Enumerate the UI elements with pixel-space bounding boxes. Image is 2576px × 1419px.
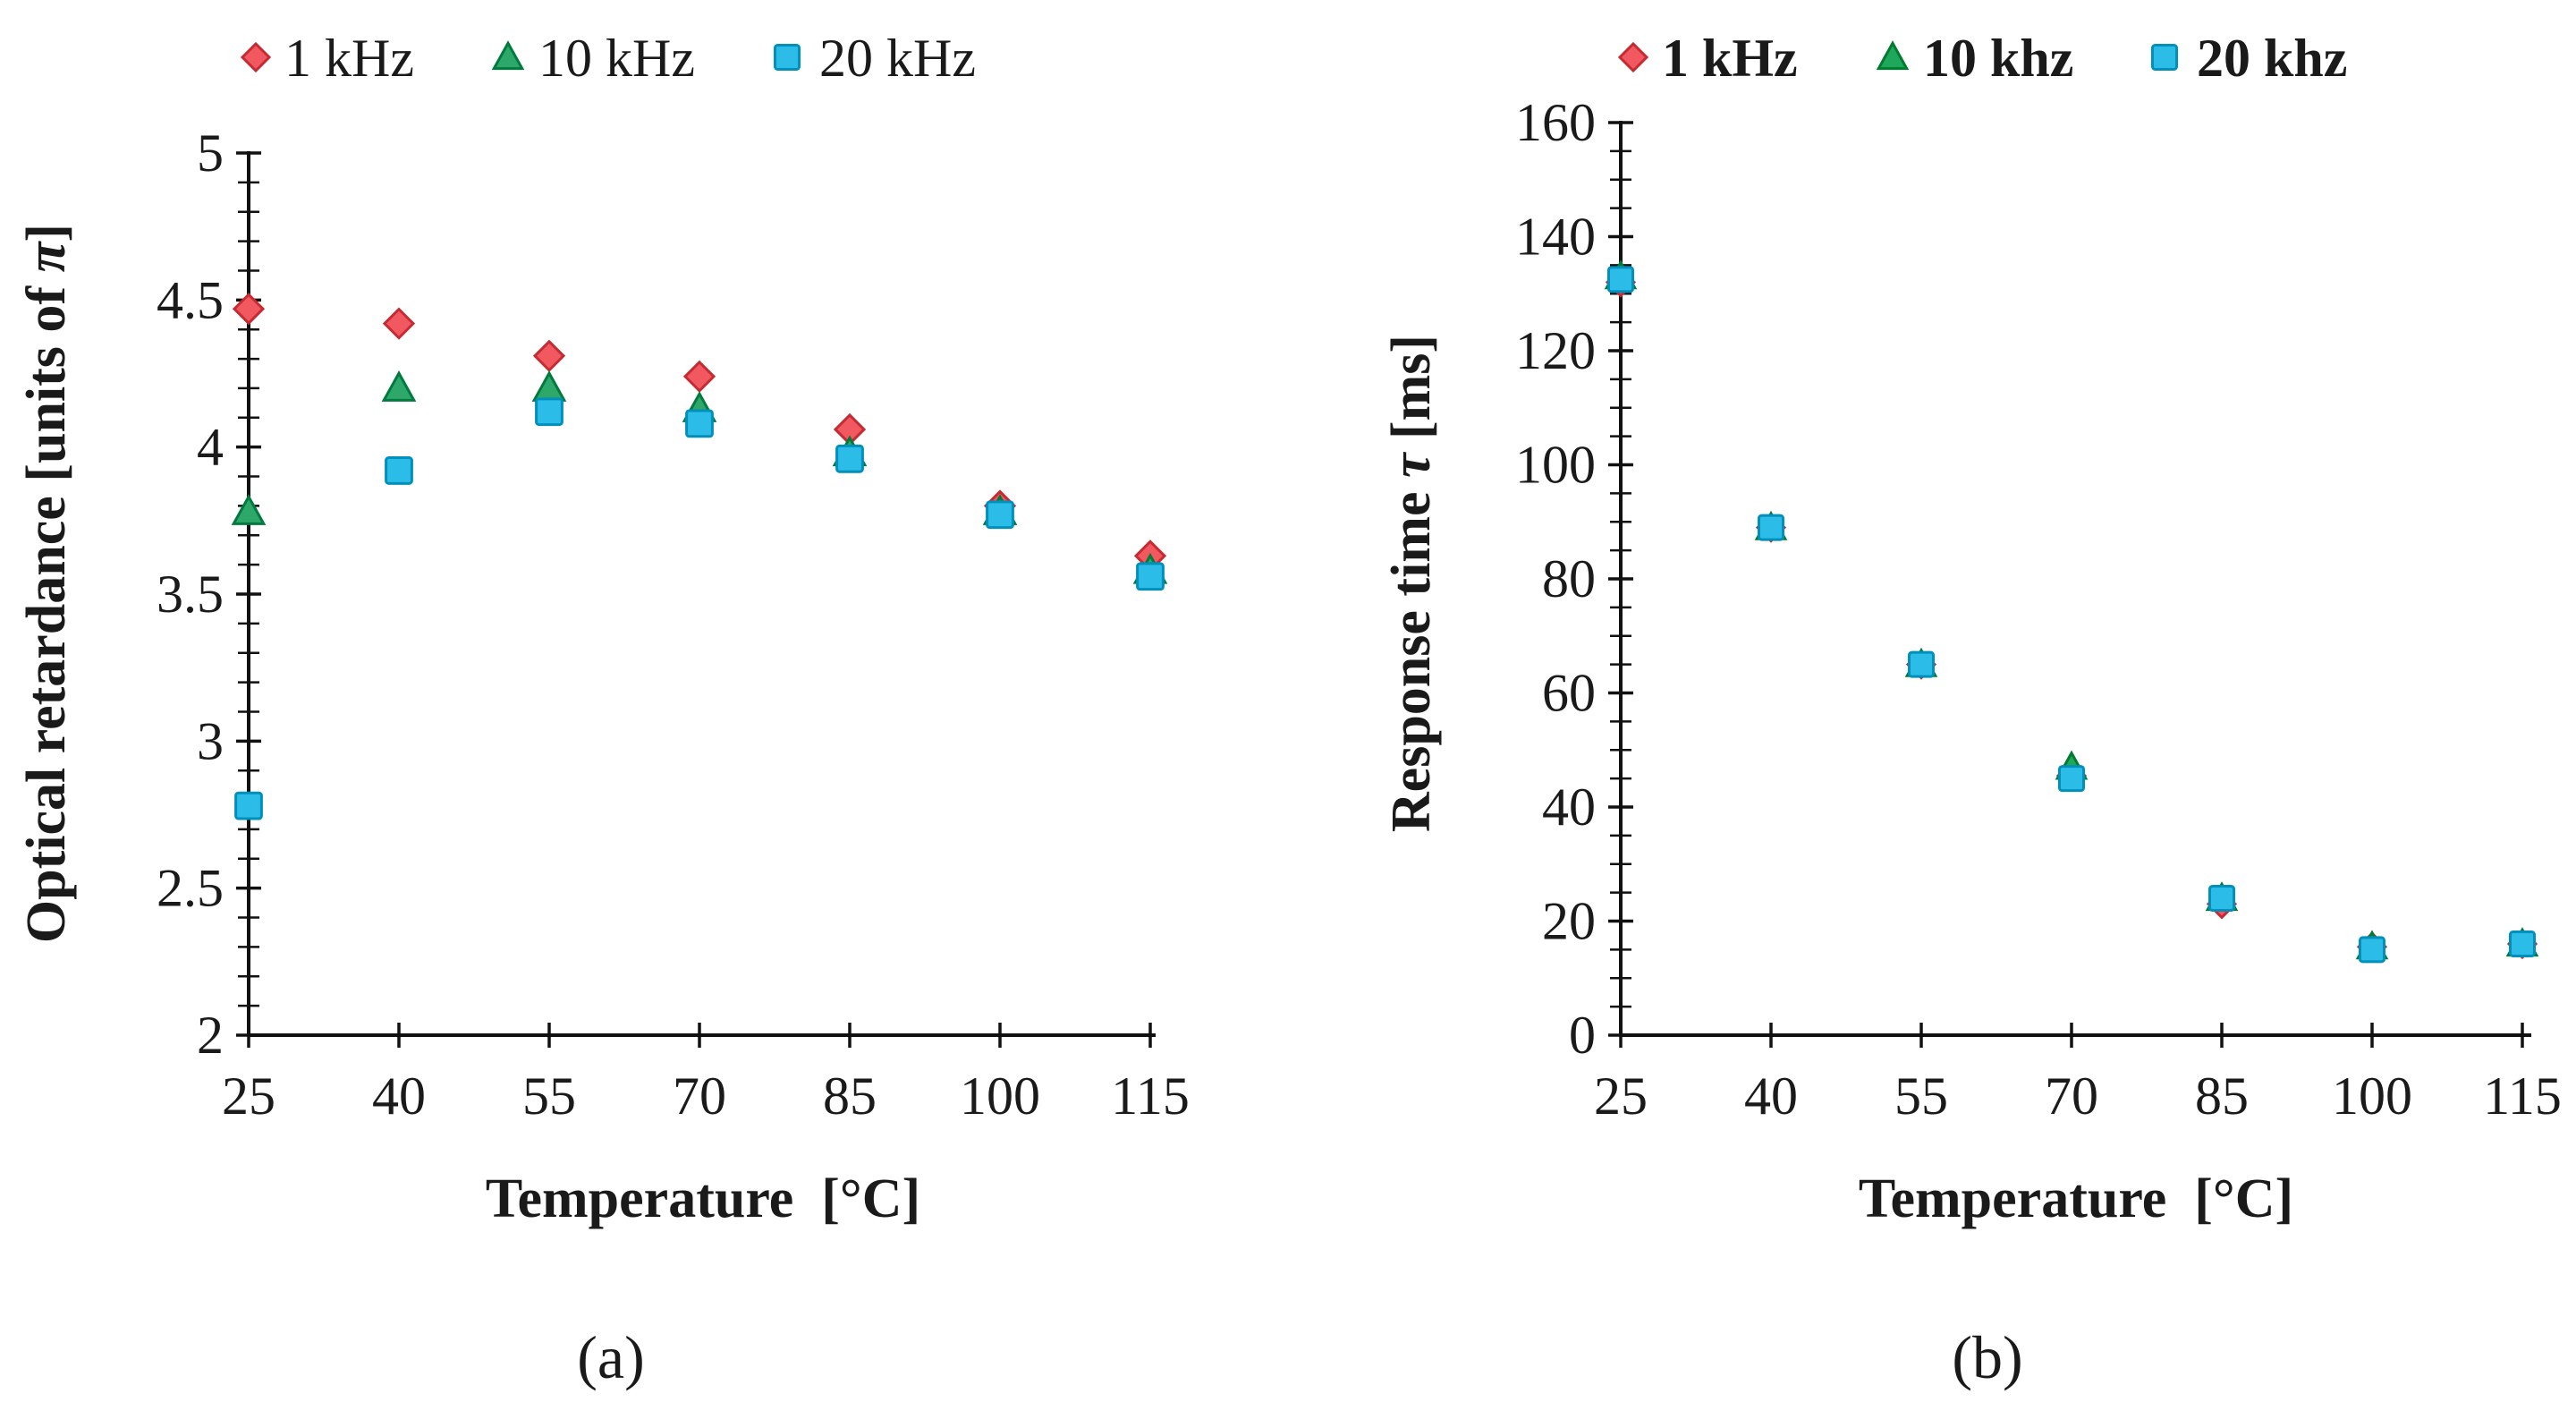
y-tick-label: 3.5 [157, 565, 224, 624]
y-tick-label: 4.5 [157, 270, 224, 329]
x-axis-title: Temperature [°C] [1859, 1168, 2293, 1229]
chart-panel-b: 0 20 40 60 80 100 120 140 160 25 40 55 70 85 100 115 Tem… [1381, 29, 2562, 1391]
data-point-square [1136, 562, 1165, 591]
data-point-square [2509, 930, 2536, 957]
panel-label: (a) [577, 1323, 644, 1391]
data-point-square [685, 409, 714, 438]
legend-label: 20 kHz [819, 29, 976, 88]
x-tick-label: 40 [372, 1066, 426, 1126]
x-tick-label: 25 [1594, 1066, 1648, 1126]
x-tick-label: 100 [960, 1066, 1040, 1126]
y-tick-label: 140 [1515, 208, 1596, 267]
data-point-square [1607, 266, 1634, 293]
data-point-square [385, 456, 413, 485]
data-point-square [535, 397, 564, 427]
data-point-square [1908, 650, 1935, 678]
legend-label: 10 khz [1923, 29, 2073, 88]
x-tick-label: 100 [2332, 1066, 2412, 1126]
x-tick-label: 70 [2045, 1066, 2098, 1126]
legend-label: 1 kHz [284, 29, 414, 88]
y-axis-title: Optical retardance [units of π] [16, 224, 77, 943]
data-point-square [1758, 514, 1784, 541]
data-point-square [234, 791, 263, 820]
y-tick-label: 60 [1542, 664, 1596, 723]
x-tick-label: 85 [2195, 1066, 2249, 1126]
x-tick-label: 115 [2483, 1066, 2562, 1126]
y-axis-title-suffix: [ms] [1381, 335, 1442, 454]
x-axis-title: Temperature [°C] [486, 1168, 920, 1229]
series-1-khz [1605, 267, 2538, 963]
data-point-square [835, 444, 864, 473]
x-tick-label: 55 [522, 1066, 576, 1126]
legend-marker-square [2151, 44, 2178, 71]
data-point-diamond [532, 339, 566, 372]
legend-label: 20 khz [2197, 29, 2347, 88]
y-tick-label: 2.5 [157, 859, 224, 918]
chart-panel-a: 2 2.5 3 3.5 4 4.5 5 25 40 55 70 85 100 115 Temperature… [16, 29, 1190, 1391]
y-tick-label: 40 [1542, 777, 1596, 837]
y-axis-title-symbol: π [16, 240, 77, 272]
data-point-square [2359, 936, 2385, 964]
legend-marker-triangle [1876, 40, 1910, 71]
data-point-square [986, 500, 1014, 530]
legend-marker-triangle [491, 40, 525, 71]
y-axis-title-text: Optical retardance [units of [16, 272, 77, 943]
legend: 1 kHz 10 kHz 20 kHz [240, 29, 976, 88]
y-tick-label: 5 [197, 123, 224, 183]
x-tick-label: 55 [1894, 1066, 1948, 1126]
y-tick-label: 3 [197, 711, 224, 770]
data-point-triangle [531, 370, 567, 402]
legend-marker-square [774, 44, 801, 71]
series-10-khz [231, 370, 1168, 584]
data-point-diamond [232, 293, 266, 326]
y-tick-label: 4 [197, 418, 224, 477]
y-tick-label: 2 [197, 1006, 224, 1065]
x-tick-label: 70 [673, 1066, 726, 1126]
y-tick-label: 80 [1542, 549, 1596, 608]
data-point-triangle [231, 494, 267, 525]
legend-marker-diamond [240, 41, 272, 73]
y-axis-title-symbol: τ [1381, 451, 1442, 478]
y-tick-label: 20 [1542, 892, 1596, 951]
x-tick-label: 85 [823, 1066, 877, 1126]
data-point-diamond [682, 360, 716, 393]
legend-label: 10 kHz [538, 29, 695, 88]
legend: 1 kHz 10 khz 20 khz [1617, 29, 2347, 88]
series-10-khz [1604, 259, 2539, 960]
x-tick-label: 40 [1744, 1066, 1798, 1126]
y-tick-label: 120 [1515, 321, 1596, 380]
panel-label: (b) [1952, 1323, 2022, 1391]
y-axis-title: Response time τ [ms] [1381, 335, 1442, 832]
x-tick-label: 115 [1111, 1066, 1190, 1126]
series-20-khz [1607, 266, 2536, 964]
series-20-khz [234, 397, 1165, 820]
y-axis-title-text: Response time [1381, 478, 1442, 832]
legend-label: 1 kHz [1662, 29, 1798, 88]
y-tick-label: 100 [1515, 436, 1596, 495]
y-tick-label: 0 [1569, 1006, 1596, 1065]
data-point-diamond [382, 307, 416, 340]
legend-marker-diamond [1617, 41, 1649, 73]
x-tick-label: 25 [222, 1066, 275, 1126]
data-point-square [2208, 885, 2235, 912]
y-axis-title-suffix: ] [16, 224, 77, 242]
data-point-triangle [381, 370, 417, 402]
y-tick-label: 160 [1515, 93, 1596, 152]
data-point-square [2058, 765, 2085, 793]
